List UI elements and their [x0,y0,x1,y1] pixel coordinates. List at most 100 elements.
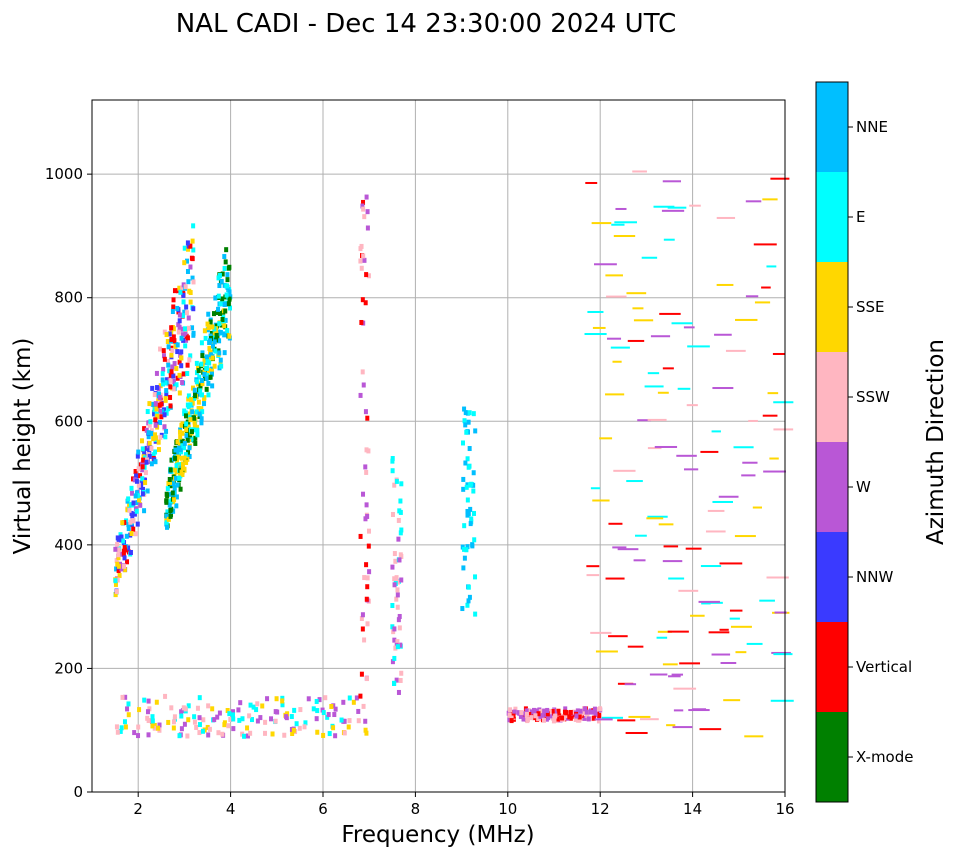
data-point [163,380,168,386]
data-point [129,531,134,537]
data-point [147,453,152,459]
data-point [632,307,644,310]
data-point [226,723,231,729]
data-point [193,435,198,441]
data-point [220,296,225,302]
data-point [133,468,138,474]
data-point [170,309,175,315]
data-point [171,334,176,340]
data-point [363,464,368,470]
data-point [183,452,188,458]
data-point [230,709,235,715]
data-point [150,718,155,724]
data-point [172,485,177,491]
data-point [647,418,667,421]
data-point [360,203,365,209]
data-point [222,350,227,356]
data-point [175,305,180,311]
data-point [190,325,195,331]
y-tick-label: 1000 [45,165,83,183]
data-point [163,693,168,699]
data-point [175,342,180,348]
data-point [186,703,191,709]
data-point [742,461,758,464]
data-point [596,718,601,724]
data-point [157,420,162,426]
y-axis-label: Virtual height (km) [10,338,36,555]
data-point [158,408,163,414]
x-axis-label: Frequency (MHz) [341,822,534,848]
colorbar-tick-label: W [856,478,871,496]
data-point [666,724,676,727]
data-point [507,712,512,718]
data-point [210,343,215,349]
data-point [181,371,186,377]
data-point [220,731,225,737]
data-point [551,715,556,721]
data-point [117,572,122,578]
data-point [213,295,218,301]
data-point [365,584,370,590]
data-point [466,598,471,604]
data-point [673,709,684,712]
data-point [118,728,123,734]
data-point [538,709,543,715]
data-point [465,544,470,550]
colorbar-segment [816,532,848,622]
data-point [181,299,186,305]
data-point [238,700,243,706]
data-point [274,696,279,702]
data-point [190,275,195,281]
data-point [194,409,199,415]
data-point [210,383,215,389]
data-point [151,452,156,458]
data-point [361,253,366,259]
data-point [564,710,569,716]
data-point [748,419,758,422]
data-point [206,732,211,738]
data-point [227,711,232,717]
data-point [128,549,133,555]
data-point [152,392,157,398]
axis-ticks: 2 4 6 8 10 12 14 16 0 200 400 600 800 1000 [45,165,795,818]
data-points [113,170,794,739]
data-point [173,455,178,461]
data-point [187,445,192,451]
data-point [601,716,623,719]
data-point [207,345,212,351]
data-point [170,347,175,353]
data-point [647,447,662,450]
data-point [465,456,470,462]
data-point [746,642,763,645]
data-point [219,278,224,284]
data-point [605,393,625,396]
data-point [177,285,182,291]
data-point [364,502,369,508]
data-point [546,715,551,721]
data-point [578,711,583,717]
data-point [147,706,152,712]
data-point [540,713,545,719]
colorbar: X-mode Vertical NNW W SSW SSE E NNE [815,81,913,803]
data-point [165,339,170,345]
data-point [292,707,297,713]
data-point [204,375,209,381]
data-point [399,577,404,583]
data-point [220,316,225,322]
data-point [122,520,127,526]
data-point [356,718,361,724]
data-point [161,381,166,387]
data-point [132,477,137,483]
data-point [358,258,363,264]
data-point [206,311,211,317]
data-point [209,371,214,377]
data-point [365,575,370,581]
data-point [712,500,733,503]
data-point [167,368,172,374]
data-point [519,710,524,716]
data-point [359,615,364,621]
data-point [354,695,359,701]
data-point [222,323,227,329]
data-point [198,383,203,389]
data-point [217,321,222,327]
